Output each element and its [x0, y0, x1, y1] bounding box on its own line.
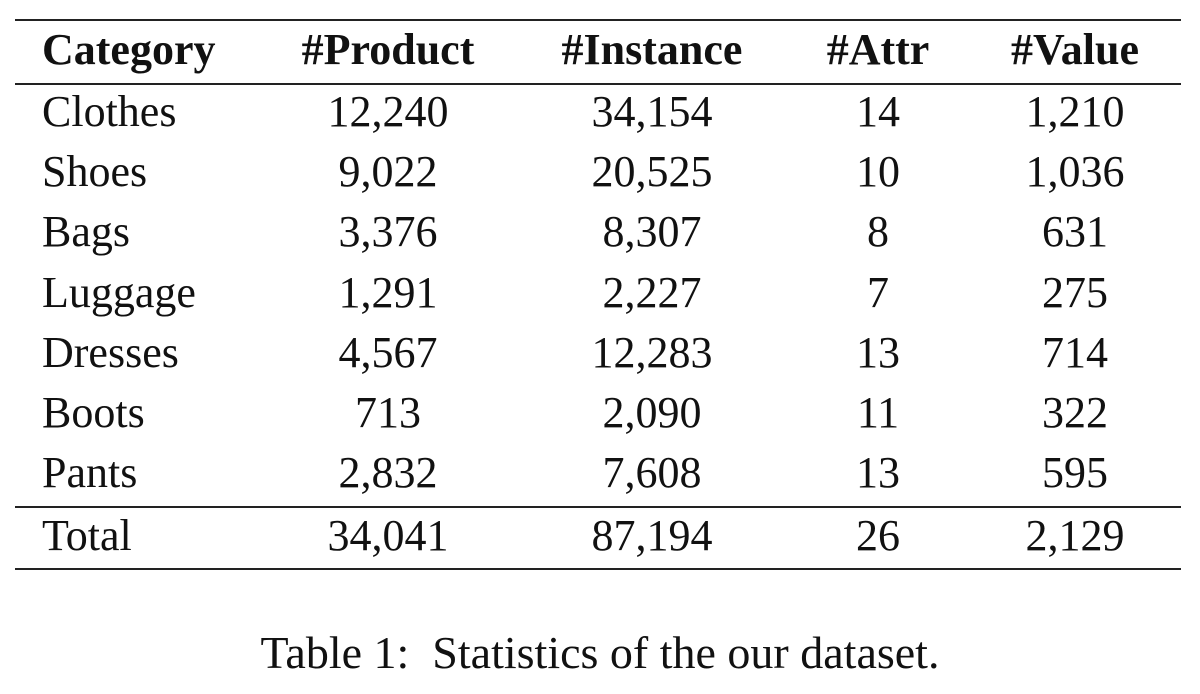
table-cell: 7,608	[602, 448, 702, 498]
table-cell: 13	[856, 448, 900, 498]
total-cell: 34,041	[327, 511, 449, 560]
header-cell: Category	[42, 25, 216, 74]
header-cell: #Value	[1011, 25, 1139, 74]
table-cell: 322	[1042, 388, 1108, 437]
table-cell: 595	[1042, 448, 1108, 498]
table-cell: 12,240	[327, 87, 449, 136]
table-cell: 275	[1042, 267, 1108, 317]
table-cell: 12,283	[591, 327, 713, 377]
bottom-rule	[15, 568, 1181, 570]
table-cell: 13	[856, 327, 900, 377]
row-label: Pants	[42, 448, 138, 498]
total-rule	[15, 506, 1181, 508]
header-cell: #Product	[301, 25, 475, 74]
table-cell: 8,307	[602, 207, 702, 257]
table-cell: 9,022	[338, 147, 438, 197]
row-label: Luggage	[42, 267, 196, 317]
header-rule	[15, 83, 1181, 85]
total-cell: 2,129	[1025, 511, 1125, 560]
table-cell: 1,210	[1025, 87, 1125, 136]
header-cell: #Attr	[826, 25, 930, 74]
table-cell: 14	[856, 87, 900, 136]
header-cell: #Instance	[561, 25, 743, 74]
table-cell: 11	[856, 388, 900, 437]
row-label: Dresses	[42, 327, 179, 377]
table-cell: 1,036	[1025, 147, 1125, 197]
total-cell: 26	[856, 511, 900, 560]
table-cell: 631	[1042, 207, 1108, 257]
row-label: Shoes	[42, 147, 148, 197]
table-cell: 8	[867, 207, 889, 257]
table-cell: 3,376	[338, 207, 438, 257]
table-cell: 4,567	[338, 327, 438, 377]
table-cell: 20,525	[591, 147, 713, 197]
row-label: Boots	[42, 388, 145, 437]
table-cell: 714	[1042, 327, 1108, 377]
table-cell: 7	[867, 267, 889, 317]
table-cell: 713	[355, 388, 421, 437]
table-cell: 34,154	[591, 87, 713, 136]
total-cell: 87,194	[591, 511, 713, 560]
table-caption: Table 1: Statistics of the our dataset.	[260, 627, 940, 678]
table-cell: 2,090	[602, 388, 702, 437]
top-rule	[15, 19, 1181, 21]
row-label: Bags	[42, 207, 130, 257]
total-label: Total	[42, 511, 132, 560]
table-cell: 2,227	[602, 267, 702, 317]
table-cell: 2,832	[338, 448, 438, 498]
row-label: Clothes	[42, 87, 177, 136]
table-cell: 1,291	[338, 267, 438, 317]
table-cell: 10	[856, 147, 900, 197]
